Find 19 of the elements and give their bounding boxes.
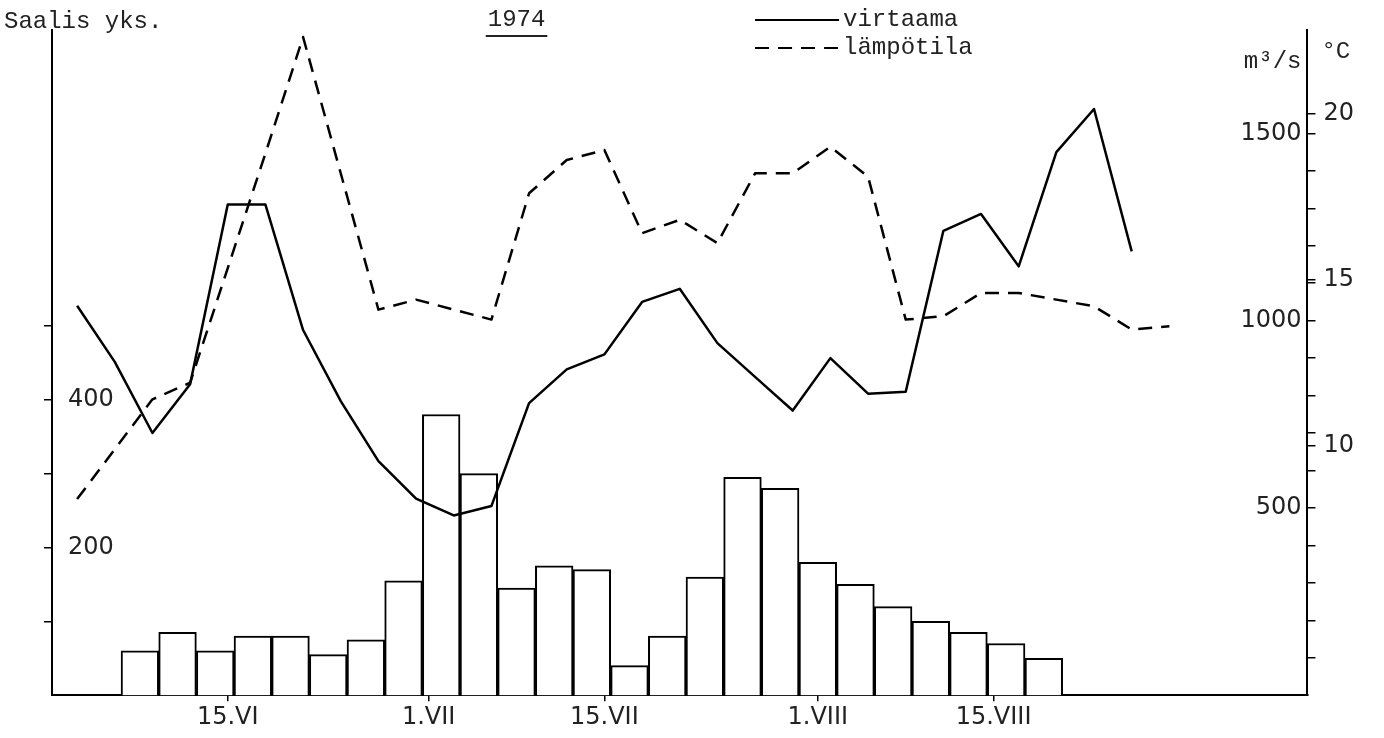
x-tick-label: 1.VII <box>401 701 456 730</box>
y3-tick-label: 15 <box>1323 263 1355 292</box>
y-tick-label: 200 <box>68 531 114 560</box>
x-tick-label: 15.VIII <box>955 701 1032 730</box>
y3-tick-label: 20 <box>1323 97 1355 126</box>
y3-axis-title: °C <box>1321 38 1351 66</box>
y-axis-title: Saalis yks. <box>4 8 163 36</box>
y2-tick-label: 1000 <box>1240 304 1302 333</box>
y3-tick-label: 10 <box>1323 430 1355 459</box>
chart-title: 1974 <box>487 6 546 34</box>
x-tick-label: 1.VIII <box>787 701 849 730</box>
y2-tick-label: 500 <box>1255 492 1302 521</box>
x-tick-label: 15.VII <box>570 701 639 730</box>
y2-tick-label: 1500 <box>1240 117 1302 146</box>
y2-axis-title: m³/s <box>1243 48 1302 76</box>
legend-label: virtaama <box>843 6 959 34</box>
legend-label: lämpötila <box>843 34 973 62</box>
y-tick-label: 400 <box>68 383 114 412</box>
x-tick-label: 15.VI <box>196 701 259 730</box>
